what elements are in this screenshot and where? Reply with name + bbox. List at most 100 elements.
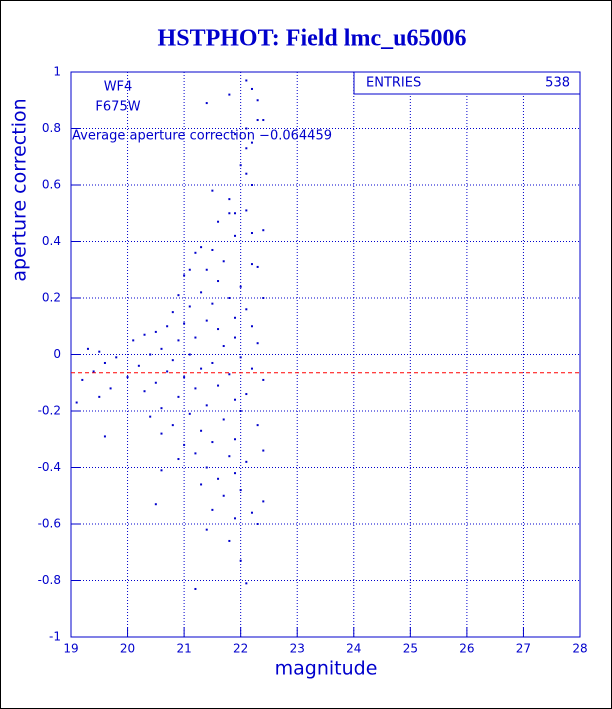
point — [250, 184, 253, 186]
point — [211, 441, 214, 444]
point — [154, 381, 157, 384]
point — [250, 263, 253, 266]
point — [234, 398, 237, 401]
point — [222, 260, 225, 263]
point — [217, 477, 220, 480]
point — [171, 424, 174, 427]
point — [262, 378, 265, 381]
point — [205, 528, 208, 531]
point — [234, 472, 237, 475]
point — [183, 376, 186, 379]
point — [222, 418, 225, 421]
point — [154, 503, 157, 506]
point — [75, 401, 78, 404]
point — [228, 198, 231, 201]
point — [250, 511, 253, 514]
point — [103, 361, 106, 364]
point — [211, 302, 214, 305]
stats-box — [353, 71, 581, 95]
point — [200, 483, 203, 486]
x-tick-label: 20 — [120, 642, 135, 656]
y-tick-label: -1 — [49, 630, 61, 644]
point — [171, 359, 174, 362]
point — [115, 356, 118, 359]
point — [205, 102, 208, 105]
point — [132, 339, 135, 342]
point — [188, 268, 191, 271]
point — [177, 294, 180, 297]
point — [250, 367, 253, 370]
point — [239, 164, 242, 167]
point — [256, 342, 259, 345]
point — [239, 410, 242, 412]
x-tick-label: 26 — [459, 642, 474, 656]
point — [188, 353, 191, 356]
point — [177, 339, 180, 342]
annotation: F675W — [95, 100, 140, 115]
point — [177, 395, 180, 398]
x-tick-label: 19 — [63, 642, 78, 656]
annotation: Average aperture correction −0.064459 — [72, 129, 332, 144]
point — [149, 353, 152, 356]
y-tick-label: 0.4 — [42, 234, 61, 248]
point — [194, 587, 197, 590]
point — [245, 308, 248, 311]
point — [250, 232, 253, 235]
point — [211, 361, 214, 364]
point — [222, 345, 225, 348]
point — [239, 356, 242, 359]
x-tick-label: 23 — [290, 642, 305, 656]
stats-label: ENTRIES — [366, 76, 421, 91]
point — [205, 268, 208, 271]
point — [228, 297, 231, 299]
point — [262, 119, 265, 122]
point — [137, 364, 140, 367]
point — [245, 127, 248, 130]
point — [228, 455, 231, 458]
point — [239, 489, 242, 492]
point — [250, 325, 253, 328]
point — [234, 336, 237, 339]
point — [234, 234, 237, 237]
point — [86, 347, 89, 350]
point — [177, 458, 180, 461]
point — [262, 500, 265, 503]
point — [239, 285, 242, 288]
y-tick-label: 0 — [53, 347, 61, 361]
point — [98, 395, 101, 398]
point — [256, 424, 259, 427]
x-axis-label: magnitude — [275, 658, 378, 680]
point — [183, 322, 186, 325]
point — [245, 393, 248, 396]
point — [234, 133, 237, 136]
point — [200, 246, 203, 249]
point — [109, 387, 112, 390]
y-tick-label: -0.8 — [38, 573, 61, 587]
x-tick-label: 27 — [516, 642, 531, 656]
y-axis-label: aperture correction — [9, 98, 31, 281]
point — [217, 384, 220, 387]
point — [250, 87, 253, 90]
point — [245, 147, 248, 150]
point — [143, 390, 146, 393]
point — [245, 209, 248, 212]
point — [200, 291, 203, 294]
point — [166, 325, 169, 328]
x-tick-label: 25 — [403, 642, 418, 656]
point — [228, 373, 231, 376]
point — [205, 319, 208, 322]
point — [217, 220, 220, 223]
point — [245, 582, 248, 585]
point — [228, 539, 231, 542]
point — [245, 172, 248, 175]
point — [194, 251, 197, 254]
point — [262, 297, 265, 299]
plot-frame — [70, 71, 581, 638]
point — [211, 508, 214, 511]
point — [194, 452, 197, 455]
point — [211, 248, 214, 251]
point — [200, 429, 203, 432]
point — [217, 280, 220, 283]
point — [245, 79, 248, 82]
